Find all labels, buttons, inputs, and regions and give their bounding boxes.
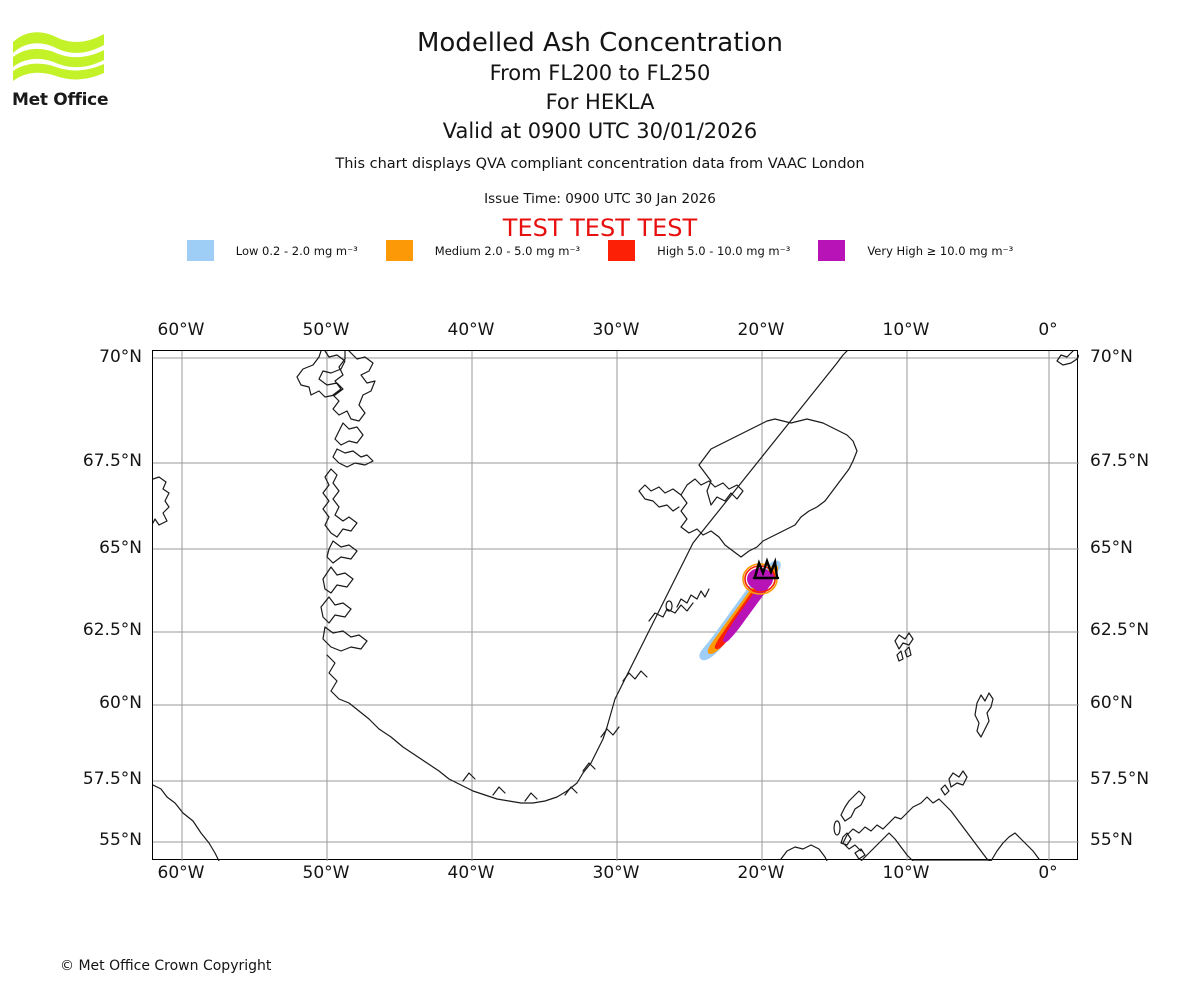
coastline-iceland-westfjords [638,484,682,512]
xtick-bottom-1: 50°W [302,863,350,883]
coastline-greenland-ne-inlet [676,588,710,608]
legend-entry-low: Low 0.2 - 2.0 mg m⁻³ [186,240,358,261]
coastline-shetland [974,692,994,738]
volcano-symbol-hekla[interactable] [752,557,780,580]
test-banner: TEST TEST TEST [502,214,698,242]
xtick-top-5: 10°W [882,320,930,340]
xtick-top-2: 40°W [447,320,495,340]
qva-note: This chart displays QVA compliant concen… [335,156,865,172]
xtick-bottom-6: 0° [1038,863,1058,883]
title-volcano: For HEKLA [545,90,655,114]
page-title: Modelled Ash Concentration [416,28,784,58]
ytick-left-6: 55°N [99,830,142,850]
legend-label-low: Low 0.2 - 2.0 mg m⁻³ [235,243,358,258]
ytick-left-5: 57.5°N [82,769,142,789]
coastline-north-sea [990,832,1040,861]
xtick-top-0: 60°W [157,320,205,340]
coastline-greenland-east-detail [462,602,694,802]
ytick-right-3: 62.5°N [1090,620,1150,640]
ytick-left-4: 60°N [99,693,142,713]
ytick-left-0: 70°N [99,347,142,367]
legend-swatch-high [608,240,636,261]
issue-time: Issue Time: 0900 UTC 30 Jan 2026 [484,191,716,207]
map-canvas [153,351,1079,861]
legend-label-medium: Medium 2.0 - 5.0 mg m⁻³ [434,243,581,258]
coastline-iceland [680,418,858,558]
coastline-ireland [780,844,828,861]
legend-entry-high: High 5.0 - 10.0 mg m⁻³ [608,240,790,261]
ytick-right-6: 55°N [1090,830,1133,850]
coastline-scotland [842,796,992,861]
coastline-faroe [894,632,914,662]
legend-entry-medium: Medium 2.0 - 5.0 mg m⁻³ [385,240,581,261]
xtick-bottom-5: 10°W [882,863,930,883]
legend-entry-very-high: Very High ≥ 10.0 mg m⁻³ [818,240,1013,261]
ytick-right-0: 70°N [1090,347,1133,367]
coastline-labrador [153,784,220,861]
ash-plume [699,560,781,661]
ash-concentration-map[interactable] [152,350,1079,861]
concentration-legend: Low 0.2 - 2.0 mg m⁻³ Medium 2.0 - 5.0 mg… [0,240,1200,261]
legend-swatch-very-high [818,240,846,261]
xtick-bottom-3: 30°W [592,863,640,883]
coastline-greenland-islet [665,600,673,612]
ytick-right-4: 60°N [1090,693,1133,713]
ytick-right-1: 67.5°N [1090,451,1150,471]
legend-swatch-low [186,240,214,261]
coastline-orkney [940,770,968,796]
ytick-left-3: 62.5°N [82,620,142,640]
met-office-logo-text: Met Office [12,90,109,110]
chart-title-block: Modelled Ash Concentration From FL200 to… [0,28,1200,146]
coastline-norway-corner [1056,351,1079,366]
xtick-bottom-0: 60°W [157,863,205,883]
ytick-left-1: 67.5°N [82,451,142,471]
title-valid-time: Valid at 0900 UTC 30/01/2026 [442,119,758,143]
coastline-hebrides [833,790,866,860]
xtick-top-4: 20°W [737,320,785,340]
xtick-top-1: 50°W [302,320,350,340]
legend-label-very-high: Very High ≥ 10.0 mg m⁻³ [867,243,1014,258]
legend-swatch-medium [385,240,413,261]
met-office-logo: Met Office [12,28,112,110]
xtick-bottom-2: 40°W [447,863,495,883]
map-gridlines [153,351,1079,861]
ytick-right-5: 57.5°N [1090,769,1150,789]
coastline-baffin [153,476,170,526]
ytick-right-2: 65°N [1090,538,1133,558]
xtick-top-6: 0° [1038,320,1058,340]
xtick-bottom-4: 20°W [737,863,785,883]
xtick-top-3: 30°W [592,320,640,340]
legend-label-high: High 5.0 - 10.0 mg m⁻³ [657,243,791,258]
copyright-notice: © Met Office Crown Copyright [60,958,272,974]
title-flight-levels: From FL200 to FL250 [489,61,711,85]
coastline-greenland [296,351,848,804]
ytick-left-2: 65°N [99,538,142,558]
met-office-wave-mark [13,32,104,81]
